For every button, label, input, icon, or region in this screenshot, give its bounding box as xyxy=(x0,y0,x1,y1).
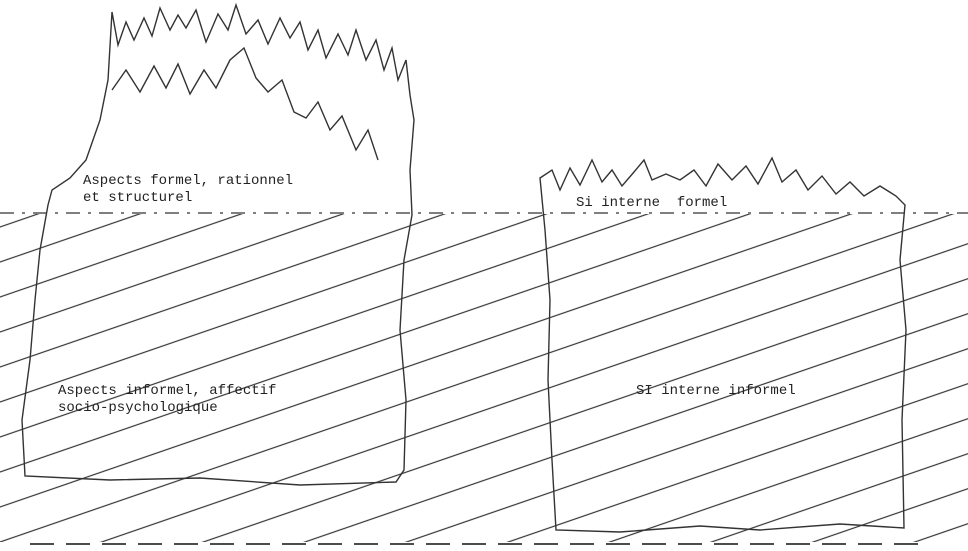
underwater-hatching xyxy=(0,214,968,542)
above-label: Si interne formel xyxy=(576,195,727,211)
left-iceberg-ridge xyxy=(112,48,378,160)
below-label: SI interne informel xyxy=(636,383,796,399)
above-label: Aspects formel, rationnel xyxy=(83,173,293,189)
below-label: socio-psychologique xyxy=(58,400,218,416)
below-label: Aspects informel, affectif xyxy=(58,383,276,399)
above-label: et structurel xyxy=(83,190,192,206)
iceberg-diagram: Aspects formel, rationnel et structurel … xyxy=(0,0,968,551)
